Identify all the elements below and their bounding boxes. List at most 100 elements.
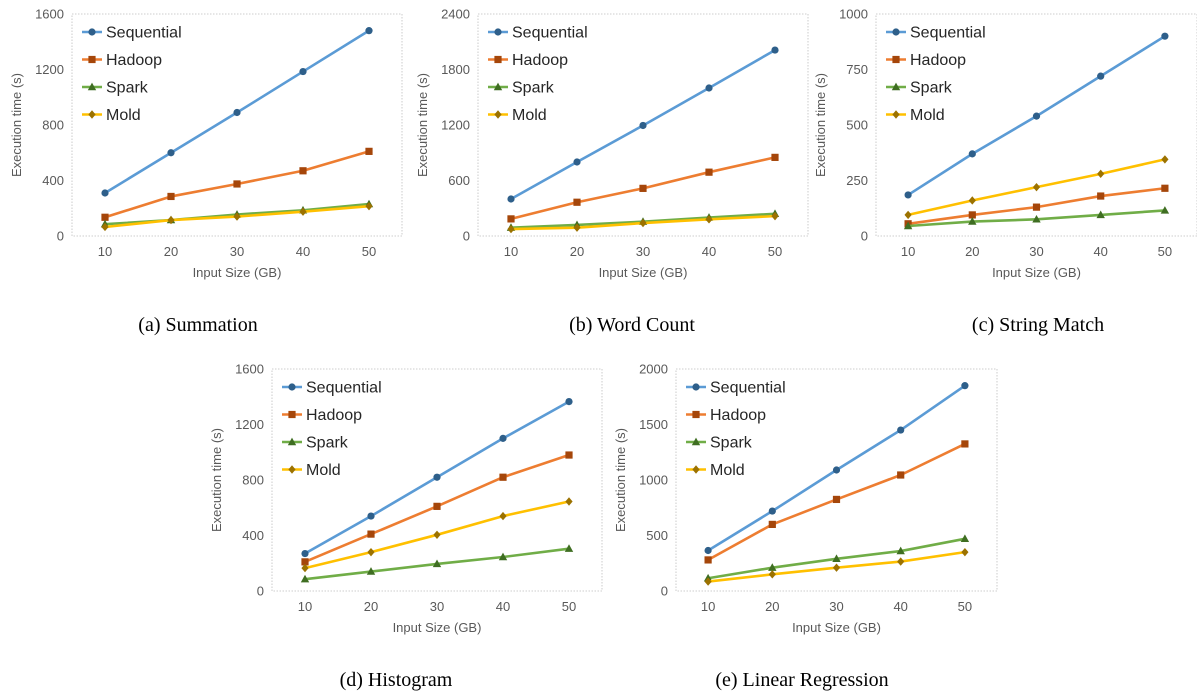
data-point bbox=[1032, 203, 1041, 211]
x-axis-title: Input Size (GB) bbox=[992, 265, 1081, 280]
legend-entry: Hadoop bbox=[910, 52, 966, 69]
data-point bbox=[968, 211, 976, 219]
y-tick-label: 1800 bbox=[441, 62, 470, 77]
legend-entry: Sequential bbox=[710, 380, 786, 397]
legend-marker bbox=[87, 82, 97, 91]
data-point bbox=[564, 544, 574, 552]
y-tick-label: 0 bbox=[463, 229, 470, 244]
y-tick-label: 1200 bbox=[441, 118, 470, 133]
data-point bbox=[1097, 72, 1105, 80]
x-tick-label: 50 bbox=[958, 599, 972, 614]
data-point bbox=[299, 207, 307, 216]
series-spark bbox=[300, 544, 574, 583]
data-point bbox=[771, 153, 779, 161]
data-point bbox=[968, 150, 976, 158]
data-point bbox=[233, 212, 241, 221]
x-tick-label: 50 bbox=[1158, 244, 1172, 259]
data-point bbox=[499, 434, 507, 442]
y-axis-title: Execution time (s) bbox=[813, 73, 828, 177]
legend-entry: Spark bbox=[910, 80, 953, 97]
series-hadoop bbox=[704, 440, 969, 564]
series-hadoop bbox=[507, 153, 779, 223]
data-point bbox=[904, 210, 912, 220]
data-point bbox=[101, 213, 109, 221]
x-tick-label: 10 bbox=[298, 599, 312, 614]
legend-entry: Spark bbox=[106, 80, 149, 97]
x-tick-label: 40 bbox=[496, 599, 510, 614]
x-tick-label: 50 bbox=[362, 244, 376, 259]
chart-panel-5: 0 500 1000 1500 2000 10 20 30 40 50 Input Size (GB… bbox=[613, 362, 998, 691]
series-hadoop bbox=[301, 451, 573, 566]
data-point bbox=[832, 495, 841, 504]
series-sequential bbox=[704, 382, 969, 555]
y-tick-label: 0 bbox=[257, 584, 264, 599]
y-tick-label: 1600 bbox=[35, 7, 64, 22]
data-point bbox=[1161, 32, 1169, 40]
chart-panel-4: 0 400 800 1200 1600 10 20 30 40 50 Input Size (GB)… bbox=[209, 362, 603, 691]
data-point bbox=[432, 559, 442, 568]
data-point bbox=[565, 398, 573, 406]
data-point bbox=[904, 191, 912, 199]
chart-caption: (a) Summation bbox=[138, 314, 257, 336]
y-tick-label: 250 bbox=[846, 173, 868, 188]
data-point bbox=[639, 121, 647, 130]
legend: Sequential Hadoop Spark Mold bbox=[686, 380, 786, 479]
data-point bbox=[433, 473, 441, 481]
legend-marker bbox=[691, 437, 701, 446]
data-point bbox=[573, 158, 581, 166]
y-tick-label: 500 bbox=[846, 118, 868, 133]
series-spark bbox=[703, 534, 970, 582]
data-point bbox=[233, 180, 241, 188]
data-point bbox=[897, 557, 905, 566]
data-point bbox=[167, 215, 175, 225]
data-point bbox=[233, 108, 241, 117]
legend-marker bbox=[494, 110, 502, 119]
data-point bbox=[365, 27, 373, 35]
y-tick-label: 400 bbox=[242, 528, 264, 543]
legend-marker bbox=[892, 28, 900, 36]
chart-panel-3: 0 250 500 750 1000 10 20 30 40 50 Input Size (GB) E… bbox=[813, 7, 1197, 336]
legend-marker bbox=[288, 383, 296, 391]
data-point bbox=[167, 192, 175, 201]
legend-marker bbox=[892, 55, 900, 64]
x-axis-title: Input Size (GB) bbox=[792, 620, 881, 635]
legend-marker bbox=[891, 82, 901, 91]
y-tick-label: 400 bbox=[42, 173, 64, 188]
data-point bbox=[897, 471, 905, 479]
data-point bbox=[301, 563, 309, 573]
x-tick-label: 10 bbox=[901, 244, 915, 259]
plot-frame bbox=[271, 368, 603, 592]
data-point bbox=[896, 546, 905, 555]
data-point bbox=[1096, 210, 1105, 219]
data-point bbox=[705, 168, 713, 176]
data-point bbox=[366, 567, 376, 575]
x-axis-title: Input Size (GB) bbox=[393, 620, 482, 635]
x-axis-title: Input Size (GB) bbox=[599, 265, 688, 280]
x-tick-label: 10 bbox=[98, 244, 112, 259]
legend-entry: Sequential bbox=[306, 380, 382, 397]
y-tick-label: 2000 bbox=[639, 362, 668, 377]
data-point bbox=[367, 512, 375, 520]
series-mold bbox=[904, 155, 1169, 220]
x-tick-label: 30 bbox=[430, 599, 444, 614]
data-point bbox=[768, 507, 776, 515]
x-tick-label: 40 bbox=[296, 244, 310, 259]
chart-caption: (d) Histogram bbox=[340, 669, 453, 691]
plot-frame bbox=[675, 368, 998, 592]
legend-marker bbox=[287, 437, 297, 446]
x-tick-label: 20 bbox=[570, 244, 584, 259]
legend-marker bbox=[892, 110, 900, 119]
data-point bbox=[1097, 192, 1105, 200]
legend-marker bbox=[692, 410, 700, 419]
legend-marker bbox=[88, 28, 96, 36]
data-point bbox=[903, 221, 913, 230]
data-point bbox=[832, 466, 841, 474]
y-tick-label: 0 bbox=[861, 229, 868, 244]
legend-marker bbox=[288, 410, 296, 419]
legend-marker bbox=[494, 28, 502, 36]
data-point bbox=[639, 218, 647, 228]
x-tick-label: 30 bbox=[829, 599, 843, 614]
legend-entry: Hadoop bbox=[512, 52, 568, 69]
legend-marker bbox=[494, 55, 502, 64]
